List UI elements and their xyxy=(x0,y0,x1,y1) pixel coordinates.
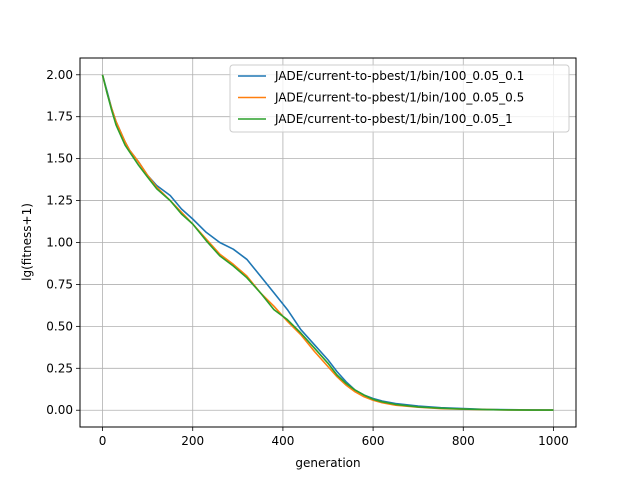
y-axis-label: lg(fitness+1) xyxy=(20,203,34,281)
y-tick-label: 1.00 xyxy=(46,236,73,250)
x-axis: 0 200 400 600 800 1000 xyxy=(99,427,569,448)
x-tick-label: 0 xyxy=(99,434,107,448)
series-layer xyxy=(101,74,554,411)
legend-label-1: JADE/current-to-pbest/1/bin/100_0.05_0.1 xyxy=(274,69,524,83)
y-tick-label: 1.50 xyxy=(46,152,73,166)
y-tick-label: 0.00 xyxy=(46,403,73,417)
y-tick-label: 1.25 xyxy=(46,194,73,208)
legend: JADE/current-to-pbest/1/bin/100_0.05_0.1… xyxy=(229,64,570,133)
x-tick-label: 400 xyxy=(271,434,294,448)
legend-box xyxy=(229,64,570,133)
x-tick-label: 200 xyxy=(181,434,204,448)
y-tick-label: 0.75 xyxy=(46,277,73,291)
y-tick-label: 1.75 xyxy=(46,110,73,124)
x-tick-label: 800 xyxy=(452,434,475,448)
x-tick-label: 1000 xyxy=(538,434,569,448)
y-axis: 0.00 0.25 0.50 0.75 1.00 1.25 1.50 1.75 2.00 xyxy=(46,68,80,417)
series-line-3 xyxy=(101,74,554,411)
x-tick-label: 600 xyxy=(362,434,385,448)
legend-label-3: JADE/current-to-pbest/1/bin/100_0.05_1 xyxy=(274,112,513,126)
y-tick-label: 0.25 xyxy=(46,361,73,375)
legend-label-2: JADE/current-to-pbest/1/bin/100_0.05_0.5 xyxy=(274,91,524,105)
x-axis-label: generation xyxy=(295,456,360,470)
y-tick-label: 2.00 xyxy=(46,68,73,82)
y-tick-label: 0.50 xyxy=(46,319,73,333)
